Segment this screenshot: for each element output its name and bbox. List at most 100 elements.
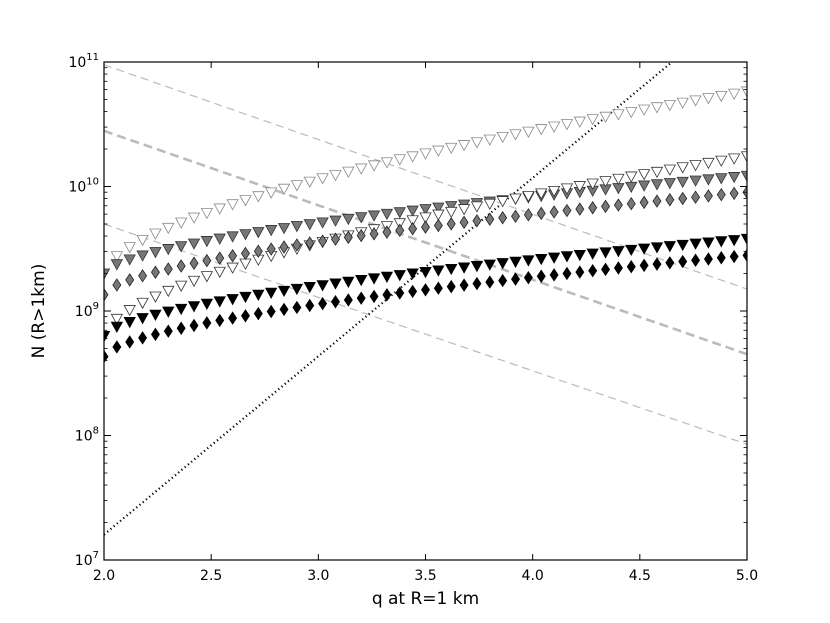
data-point bbox=[716, 187, 726, 202]
data-point bbox=[240, 309, 250, 323]
data-point bbox=[637, 169, 651, 181]
data-point bbox=[689, 175, 702, 187]
data-point bbox=[239, 195, 252, 207]
data-point bbox=[613, 198, 623, 212]
data-point bbox=[419, 266, 432, 279]
data-point bbox=[702, 174, 715, 186]
data-point bbox=[176, 321, 186, 335]
data-point bbox=[639, 258, 649, 273]
data-point bbox=[535, 188, 548, 200]
data-point bbox=[202, 316, 212, 330]
data-point bbox=[202, 253, 212, 268]
data-point bbox=[625, 106, 638, 119]
data-point bbox=[265, 187, 278, 199]
data-point bbox=[650, 166, 664, 179]
x-tick-label: 3.0 bbox=[307, 568, 329, 584]
data-point bbox=[549, 205, 559, 219]
data-point bbox=[303, 282, 316, 294]
data-point bbox=[252, 191, 265, 203]
x-axis-label: q at R=1 km bbox=[372, 589, 479, 609]
data-point bbox=[150, 327, 160, 342]
data-point bbox=[421, 220, 430, 234]
data-point bbox=[342, 213, 355, 226]
data-point bbox=[104, 349, 109, 364]
data-point bbox=[459, 278, 469, 292]
data-point bbox=[343, 293, 353, 307]
data-point bbox=[149, 247, 162, 259]
data-point bbox=[498, 211, 508, 225]
data-point bbox=[406, 205, 419, 217]
data-point bbox=[509, 129, 522, 141]
data-point bbox=[239, 258, 252, 270]
data-point bbox=[639, 195, 649, 210]
point-series-1 bbox=[104, 170, 747, 280]
data-point bbox=[715, 90, 728, 103]
data-point bbox=[472, 276, 482, 291]
data-point bbox=[174, 217, 188, 229]
data-point bbox=[355, 212, 368, 224]
y-tick-exponent: 8 bbox=[93, 426, 99, 437]
data-point bbox=[406, 151, 419, 163]
data-point bbox=[406, 215, 419, 227]
data-point bbox=[573, 116, 586, 128]
data-point bbox=[150, 265, 160, 279]
data-point bbox=[586, 114, 599, 126]
data-point bbox=[727, 153, 741, 165]
data-point bbox=[637, 104, 651, 116]
data-point bbox=[740, 233, 747, 246]
data-point bbox=[316, 280, 329, 292]
data-point bbox=[380, 271, 394, 283]
data-point bbox=[626, 196, 636, 211]
data-point bbox=[174, 303, 188, 316]
data-point bbox=[472, 214, 482, 228]
data-point bbox=[279, 240, 289, 254]
data-point bbox=[703, 189, 713, 203]
data-point bbox=[445, 201, 458, 213]
data-point bbox=[522, 191, 535, 203]
x-tick-label: 5.0 bbox=[736, 568, 758, 584]
data-point bbox=[650, 242, 664, 254]
point-series-0 bbox=[104, 86, 747, 280]
data-point bbox=[342, 276, 355, 288]
data-point bbox=[395, 286, 405, 300]
data-point bbox=[421, 283, 430, 297]
data-point bbox=[187, 212, 201, 224]
data-point bbox=[104, 288, 109, 302]
data-point bbox=[588, 263, 598, 278]
data-point bbox=[432, 265, 445, 277]
data-point bbox=[419, 212, 432, 224]
y-tick-exponent: 11 bbox=[86, 52, 99, 63]
data-point bbox=[601, 199, 611, 214]
data-point bbox=[136, 313, 149, 325]
data-point bbox=[678, 254, 688, 269]
data-point bbox=[200, 236, 214, 248]
data-point bbox=[187, 275, 201, 288]
data-point bbox=[330, 232, 340, 246]
data-point bbox=[483, 134, 496, 146]
reference-line-1 bbox=[104, 129, 747, 356]
data-point bbox=[189, 256, 199, 270]
data-point bbox=[380, 157, 394, 169]
data-point bbox=[228, 311, 238, 325]
data-point bbox=[277, 285, 291, 298]
data-point bbox=[433, 218, 443, 233]
data-point bbox=[523, 270, 533, 285]
data-point bbox=[213, 233, 226, 245]
data-point bbox=[689, 95, 702, 107]
data-point bbox=[457, 140, 471, 152]
data-point bbox=[226, 231, 239, 243]
data-point bbox=[727, 172, 741, 184]
data-point bbox=[277, 223, 291, 235]
data-point bbox=[395, 223, 405, 238]
data-point bbox=[446, 279, 456, 294]
data-point bbox=[253, 244, 263, 258]
data-point bbox=[676, 239, 689, 252]
data-point bbox=[459, 215, 469, 230]
x-tick-label: 4.5 bbox=[629, 568, 651, 584]
data-point bbox=[393, 207, 406, 219]
data-point bbox=[663, 99, 677, 112]
data-point bbox=[702, 93, 715, 105]
data-point bbox=[252, 289, 265, 302]
data-point bbox=[612, 246, 625, 258]
